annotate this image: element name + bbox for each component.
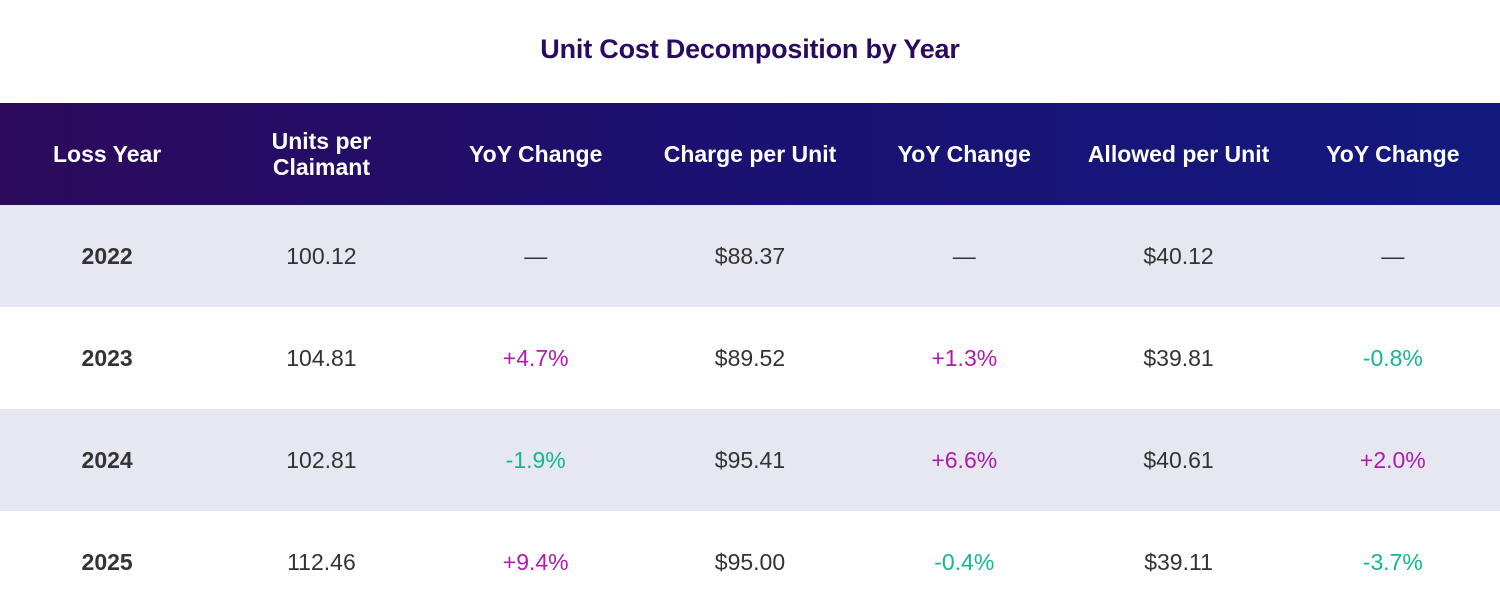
units-yoy-change-cell: -1.9% (505, 446, 566, 473)
column-header-charge-yoy-change: YoY Change (897, 141, 1031, 167)
allowed-yoy-change-cell: -3.7% (1362, 548, 1423, 575)
charge-yoy-change-cell: -0.4% (934, 548, 995, 575)
allowed-yoy-change-cell: +2.0% (1359, 446, 1426, 473)
units-per-claimant-cell: 100.12 (286, 242, 357, 269)
units-yoy-change-cell: +9.4% (502, 548, 569, 575)
column-header-charge-per-unit: Charge per Unit (663, 141, 837, 167)
loss-year-cell: 2024 (81, 446, 133, 473)
header-row: Loss Year Units per Claimant YoY Change … (0, 103, 1500, 205)
column-header-allowed-yoy-change: YoY Change (1326, 141, 1460, 167)
table-row: 2024 102.81 -1.9% $95.41 +6.6% $40.61 +2… (0, 409, 1500, 511)
loss-year-cell: 2025 (81, 548, 133, 575)
chart-title: Unit Cost Decomposition by Year (540, 34, 960, 64)
charge-per-unit-cell: $95.00 (714, 548, 786, 575)
charge-per-unit-cell: $95.41 (714, 446, 786, 473)
allowed-per-unit-cell: $40.61 (1143, 446, 1214, 473)
allowed-yoy-change-cell: — (1381, 242, 1405, 269)
units-per-claimant-cell: 104.81 (286, 344, 357, 371)
units-per-claimant-cell: 112.46 (287, 548, 356, 575)
allowed-per-unit-cell: $40.12 (1143, 242, 1214, 269)
table-row: 2023 104.81 +4.7% $89.52 +1.3% $39.81 -0… (0, 307, 1500, 409)
column-header-units-per-claimant: Units per Claimant (271, 128, 372, 180)
table-row: 2022 100.12 — $88.37 — $40.12 — (0, 205, 1500, 307)
column-header-allowed-per-unit: Allowed per Unit (1087, 141, 1270, 167)
loss-year-cell: 2023 (81, 344, 133, 371)
allowed-per-unit-cell: $39.11 (1144, 548, 1213, 575)
units-yoy-change-cell: — (524, 242, 548, 269)
charge-per-unit-cell: $89.52 (714, 344, 786, 371)
units-per-claimant-cell: 102.81 (286, 446, 357, 473)
charge-yoy-change-cell: +6.6% (931, 446, 998, 473)
table-row: 2025 112.46 +9.4% $95.00 -0.4% $39.11 -3… (0, 511, 1500, 612)
charge-yoy-change-cell: — (952, 242, 976, 269)
charge-per-unit-cell: $88.37 (714, 242, 786, 269)
unit-cost-table: Loss Year Units per Claimant YoY Change … (0, 103, 1500, 612)
allowed-yoy-change-cell: -0.8% (1362, 344, 1423, 371)
units-yoy-change-cell: +4.7% (502, 344, 569, 371)
column-header-units-yoy-change: YoY Change (469, 141, 603, 167)
allowed-per-unit-cell: $39.81 (1143, 344, 1214, 371)
charge-yoy-change-cell: +1.3% (931, 344, 998, 371)
loss-year-cell: 2022 (81, 242, 133, 269)
column-header-loss-year: Loss Year (53, 141, 162, 167)
